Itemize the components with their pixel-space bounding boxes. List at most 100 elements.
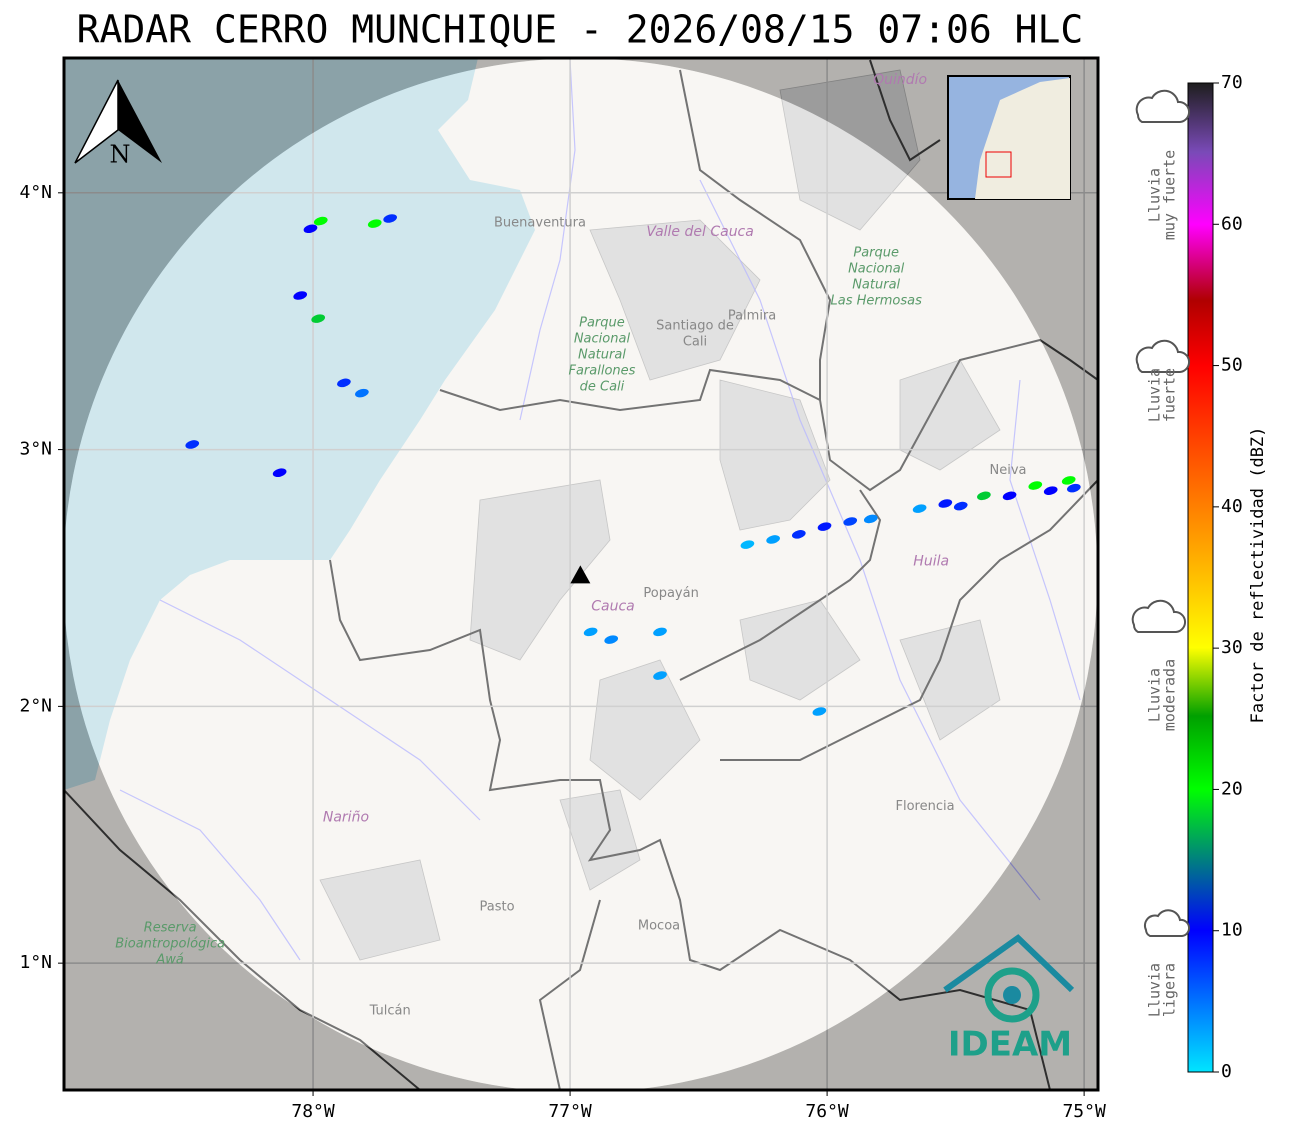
colorbar-label: Factor de reflectividad (dBZ) bbox=[1248, 427, 1268, 724]
echo bbox=[293, 291, 308, 300]
echo bbox=[367, 219, 382, 228]
colorbar-tick-label: 0 bbox=[1221, 1061, 1232, 1082]
colorbar-tick-label: 20 bbox=[1221, 778, 1243, 799]
echo bbox=[311, 314, 326, 323]
colorbar-tick-label: 60 bbox=[1221, 213, 1243, 234]
place-label: Natural bbox=[578, 347, 626, 362]
echo bbox=[313, 216, 328, 226]
rain-label: ligera bbox=[1161, 963, 1179, 1017]
echoes bbox=[185, 214, 1081, 716]
y-tick-label: 4°N bbox=[19, 182, 52, 203]
place-label: Popayán bbox=[643, 586, 698, 601]
north-arrow: N bbox=[74, 79, 162, 169]
borders bbox=[64, 59, 1098, 1090]
echo bbox=[912, 504, 927, 513]
axis-ticks: 78°W 77°W 76°W 75°W 1°N 2°N 3°N 4°N bbox=[19, 182, 1105, 1122]
rain-label: moderada bbox=[1161, 659, 1179, 731]
place-label: Nariño bbox=[323, 809, 369, 825]
echo bbox=[977, 491, 991, 501]
place-label: Valle del Cauca bbox=[646, 224, 753, 240]
place-label: Mocoa bbox=[638, 919, 680, 934]
place-label: Natural bbox=[852, 277, 900, 292]
sea bbox=[64, 58, 535, 790]
title: RADAR CERRO MUNCHIQUE - 2026/08/15 07:06… bbox=[77, 8, 1084, 52]
echo bbox=[272, 468, 287, 477]
colorbar-ticks: 0 10 20 30 40 50 60 70 bbox=[1213, 72, 1243, 1082]
relief-areas bbox=[319, 69, 1001, 961]
place-label: Nacional bbox=[574, 331, 631, 346]
rain-label: Lluvia bbox=[1146, 963, 1164, 1017]
logo-text: IDEAM bbox=[948, 1025, 1072, 1065]
y-tick-label: 1°N bbox=[19, 952, 52, 973]
echo bbox=[863, 514, 878, 524]
echo bbox=[653, 671, 667, 680]
rain-label: muy fuerte bbox=[1161, 150, 1179, 240]
logo: IDEAM bbox=[943, 934, 1075, 1065]
colorbar-tick-label: 50 bbox=[1221, 355, 1243, 376]
place-label: Huila bbox=[913, 554, 949, 570]
place-label: Buenaventura bbox=[494, 215, 586, 230]
place-label: Bioantropológica bbox=[115, 937, 225, 952]
place-label: Neiva bbox=[990, 463, 1027, 478]
echo bbox=[1002, 491, 1017, 501]
rain-label: Lluvia bbox=[1146, 368, 1164, 422]
place-label: Pasto bbox=[480, 900, 515, 915]
echo bbox=[583, 627, 598, 637]
echo bbox=[938, 499, 953, 508]
x-tick-label: 75°W bbox=[1062, 1101, 1106, 1122]
colorbar-tick-label: 30 bbox=[1221, 637, 1243, 658]
echo bbox=[337, 378, 351, 388]
echo bbox=[1066, 483, 1081, 493]
place-label: Parque bbox=[579, 315, 625, 330]
place-label: Awá bbox=[155, 953, 184, 968]
place-label: Quindío bbox=[873, 72, 927, 88]
graticule bbox=[64, 58, 1098, 1090]
colorbar bbox=[1187, 82, 1214, 1073]
y-tick-label: 3°N bbox=[19, 439, 52, 460]
place-label: Cali bbox=[683, 335, 707, 350]
place-label: Florencia bbox=[895, 799, 954, 814]
place-label: Reserva bbox=[144, 921, 197, 936]
echo bbox=[766, 535, 780, 544]
y-tick-label: 2°N bbox=[19, 695, 52, 716]
rain-icons bbox=[1131, 89, 1191, 937]
echo bbox=[303, 224, 318, 234]
place-label: Farallones bbox=[568, 363, 635, 378]
place-label: Nacional bbox=[848, 261, 905, 276]
echo bbox=[185, 440, 200, 449]
echo bbox=[953, 501, 968, 511]
rain-label: Lluvia bbox=[1146, 668, 1164, 722]
x-tick-label: 76°W bbox=[805, 1101, 849, 1122]
radar-site bbox=[570, 565, 591, 584]
place-label: Santiago de bbox=[656, 319, 734, 334]
x-tick-label: 78°W bbox=[291, 1101, 335, 1122]
place-label: Palmira bbox=[728, 308, 776, 323]
place-label: de Cali bbox=[580, 379, 625, 394]
echo bbox=[740, 540, 755, 549]
echo bbox=[383, 214, 398, 223]
north-label: N bbox=[110, 141, 131, 169]
echo bbox=[1061, 476, 1076, 485]
rivers bbox=[119, 59, 1081, 961]
place-label: Las Hermosas bbox=[831, 293, 923, 308]
echo bbox=[653, 627, 667, 637]
place-label: Tulcán bbox=[369, 1004, 411, 1019]
colorbar-tick-label: 70 bbox=[1221, 72, 1243, 93]
echo bbox=[1043, 486, 1058, 495]
echo bbox=[355, 388, 369, 398]
echo bbox=[817, 522, 832, 531]
colorbar-tick-label: 40 bbox=[1221, 496, 1243, 517]
x-tick-label: 77°W bbox=[548, 1101, 592, 1122]
inset-map bbox=[947, 75, 1071, 200]
echo bbox=[1028, 481, 1043, 490]
echo bbox=[791, 530, 806, 539]
place-label: Parque bbox=[853, 245, 899, 260]
place-label: Cauca bbox=[591, 598, 635, 614]
rain-label: fuerte bbox=[1161, 368, 1179, 422]
colorbar-tick-label: 10 bbox=[1221, 920, 1243, 941]
